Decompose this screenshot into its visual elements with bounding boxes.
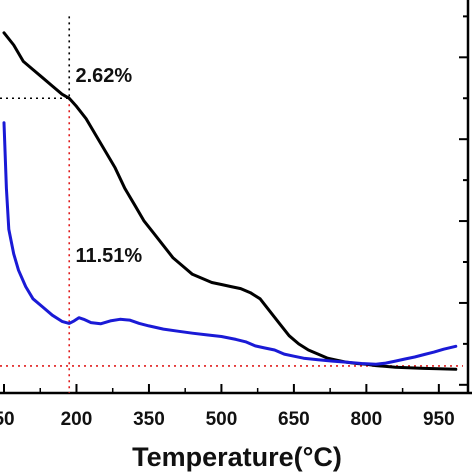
x-axis-title: Temperature(°C): [132, 442, 342, 472]
annotation-label: 2.62%: [75, 65, 132, 87]
plot-frame: [0, 0, 472, 395]
x-axis-ticks: [3, 384, 440, 393]
right-axis-ticks: [459, 15, 468, 386]
x-tick-labels: 50 200 350 500 650 800 950: [0, 409, 455, 430]
x-tick-label: 950: [423, 409, 455, 430]
series-group: [2, 31, 458, 371]
series-line-blue: [2, 121, 458, 366]
reference-lines: [0, 16, 463, 393]
annotation-label: 11.51%: [75, 245, 142, 267]
annotations: 2.62% 11.51%: [75, 65, 142, 267]
x-tick-label: 50: [0, 409, 15, 430]
x-tick-label: 800: [351, 409, 383, 430]
x-tick-label: 500: [206, 409, 238, 430]
series-line-black: [2, 31, 458, 371]
x-tick-label: 200: [61, 409, 93, 430]
x-tick-label: 350: [133, 409, 165, 430]
x-tick-label: 650: [278, 409, 310, 430]
